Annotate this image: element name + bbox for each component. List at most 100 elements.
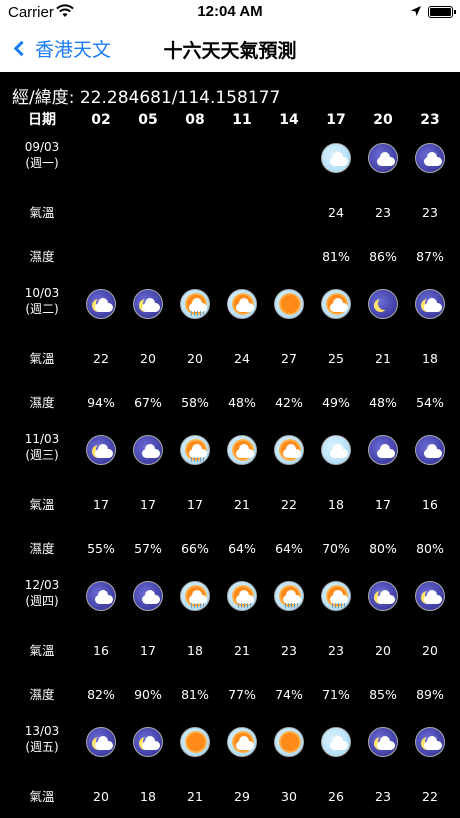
weekday-text: (週二) [25,302,59,316]
temperature-value: 23 [375,205,391,220]
humidity-value: 86% [369,249,397,264]
weather-night-moon-cloud-icon [86,727,116,757]
humidity-value: 42% [275,395,303,410]
weather-night-moon-cloud-icon [368,581,398,611]
day-icon-row: 11/03 (週三) [0,426,460,484]
temperature-value: 18 [187,643,203,658]
forecast-grid: 日期 02 05 08 11 14 17 20 23 09/03 (週一) 氣溫 24 23 23 濕度 8… [0,112,460,818]
temperature-label: 氣溫 [29,643,55,658]
date-text: 09/03 [24,140,60,154]
weather-night-cloud-icon [368,435,398,465]
weather-night-moon-icon [368,289,398,319]
weekday-text: (週五) [25,740,59,754]
temperature-label: 氣溫 [29,497,55,512]
weather-night-cloud-icon [133,581,163,611]
weather-sun-cloud-icon [227,727,257,757]
hour-header-02: 02 [91,112,111,128]
humidity-value: 64% [275,541,303,556]
humidity-row: 濕度 94% 67% 58% 48% 42% 49% 48% 54% [0,382,460,426]
temperature-value: 16 [422,497,438,512]
temperature-value: 23 [281,643,297,658]
humidity-value: 57% [134,541,162,556]
temperature-row: 氣溫 22 20 20 24 27 25 21 18 [0,338,460,382]
date-text: 11/03 [24,432,60,446]
battery-icon [428,6,456,18]
day-icon-row: 09/03 (週一) [0,134,460,192]
temperature-value: 24 [234,351,250,366]
temperature-value: 20 [140,351,156,366]
hour-header-23: 23 [420,112,440,128]
hour-header-08: 08 [185,112,205,128]
header-row: 日期 02 05 08 11 14 17 20 23 [0,112,460,134]
date-label: 13/03 (週五) [0,723,84,755]
weather-sun-rain-icon [180,289,210,319]
weather-day-cloud-icon [321,727,351,757]
humidity-row: 濕度 82% 90% 81% 77% 74% 71% 85% 89% [0,674,460,718]
weather-sun-icon [180,727,210,757]
temperature-value: 21 [234,497,250,512]
day-icon-row: 12/03 (週四) [0,572,460,630]
humidity-value: 48% [369,395,397,410]
humidity-row: 濕度 81% 86% 87% [0,236,460,280]
humidity-value: 80% [416,541,444,556]
weather-night-moon-cloud-icon [415,289,445,319]
back-button[interactable]: 香港天文 [10,35,111,62]
status-time: 12:04 AM [197,3,263,20]
temperature-label: 氣溫 [29,351,55,366]
weather-night-moon-cloud-icon [133,727,163,757]
temperature-value: 17 [187,497,203,512]
temperature-value: 25 [328,351,344,366]
weather-night-cloud-icon [415,435,445,465]
date-text: 12/03 [24,578,60,592]
weather-night-cloud-icon [133,435,163,465]
humidity-value: 58% [181,395,209,410]
weather-night-moon-cloud-icon [368,727,398,757]
humidity-row: 濕度 55% 57% 66% 64% 64% 70% 80% 80% [0,528,460,572]
temperature-value: 17 [375,497,391,512]
temperature-value: 18 [328,497,344,512]
day-icon-row: 13/03 (週五) [0,718,460,776]
humidity-value: 74% [275,687,303,702]
status-bar: Carrier 12:04 AM [0,0,460,26]
humidity-label: 濕度 [29,687,55,702]
weather-sun-icon [274,289,304,319]
back-label: 香港天文 [35,39,112,61]
weather-sun-rain-icon [180,581,210,611]
temperature-value: 22 [93,351,109,366]
temperature-label: 氣溫 [29,789,55,804]
temperature-value: 21 [234,643,250,658]
temperature-value: 20 [93,789,109,804]
hour-header-17: 17 [326,112,346,128]
temperature-value: 21 [375,351,391,366]
humidity-label: 濕度 [29,395,55,410]
date-label: 11/03 (週三) [0,431,84,463]
temperature-value: 17 [140,643,156,658]
hour-header-05: 05 [138,112,158,128]
date-label: 10/03 (週二) [0,285,84,317]
temperature-row: 氣溫 20 18 21 29 30 26 23 22 [0,776,460,818]
temperature-value: 21 [187,789,203,804]
humidity-value: 90% [134,687,162,702]
temperature-value: 18 [422,351,438,366]
temperature-value: 23 [328,643,344,658]
temperature-row: 氣溫 16 17 18 21 23 23 20 20 [0,630,460,674]
temperature-value: 16 [93,643,109,658]
weather-sun-cloud-icon [274,435,304,465]
hour-header-20: 20 [373,112,393,128]
weather-sun-rain-icon [227,581,257,611]
carrier-label: Carrier [8,4,54,21]
temperature-value: 29 [234,789,250,804]
temperature-value: 22 [422,789,438,804]
humidity-value: 49% [322,395,350,410]
temperature-value: 30 [281,789,297,804]
weekday-text: (週三) [25,448,59,462]
humidity-value: 82% [87,687,115,702]
weather-sun-rain-icon [274,581,304,611]
temperature-value: 17 [93,497,109,512]
temperature-value: 23 [422,205,438,220]
day-icon-row: 10/03 (週二) [0,280,460,338]
humidity-value: 77% [228,687,256,702]
humidity-value: 81% [181,687,209,702]
temperature-value: 18 [140,789,156,804]
date-text: 13/03 [24,724,60,738]
